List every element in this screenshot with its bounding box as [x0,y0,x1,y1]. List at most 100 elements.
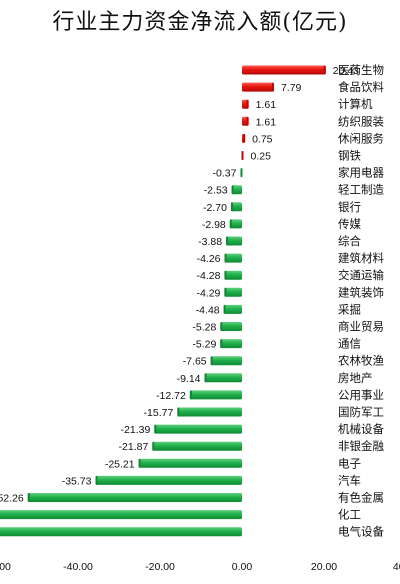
category-label-农林牧渔: 农林牧渔 [338,354,384,368]
x-tick-label-4: -20.00 [145,561,175,573]
value-label-交通运输: -4.28 [197,270,221,282]
bar-cap-通信 [220,339,223,349]
category-label-机械设备: 机械设备 [338,422,384,436]
value-label-休闲服务: 0.75 [252,133,273,145]
bar-cap-非银金融 [152,441,155,451]
bar-电气设备 [0,527,242,537]
bar-cap-轻工制造 [231,185,234,195]
value-label-农林牧渔: -7.65 [183,356,207,368]
value-label-纺织服装: 1.61 [256,116,277,128]
category-label-房地产: 房地产 [338,371,373,385]
bar-cap-电子 [138,458,141,468]
value-label-公用事业: -12.72 [156,390,186,402]
bar-银行 [230,202,242,212]
value-label-电子: -25.21 [105,458,135,470]
category-label-化工: 化工 [338,508,361,522]
category-label-采掘: 采掘 [338,302,361,316]
bar-有色金属 [27,493,243,502]
bar-食品饮料 [242,82,274,92]
bar-cap-建筑装饰 [224,287,227,297]
bar-cap-医药生物 [323,65,326,75]
bar-建筑材料 [224,253,242,263]
value-label-综合: -3.88 [198,236,222,248]
category-label-医药生物: 医药生物 [338,63,384,77]
bar-cap-纺织服装 [246,116,249,126]
value-label-机械设备: -21.39 [121,424,151,436]
bar-cap-银行 [230,202,233,212]
category-label-传媒: 传媒 [338,217,361,231]
bar-cap-交通运输 [224,270,227,280]
value-label-传媒: -2.98 [202,219,226,231]
value-label-家用电器: -0.37 [213,168,237,180]
bar-cap-休闲服务 [243,133,246,143]
bar-交通运输 [224,270,242,280]
category-label-计算机: 计算机 [338,97,373,111]
bar-公用事业 [189,390,242,400]
bar-国防军工 [177,407,242,417]
category-label-钢铁: 钢铁 [338,149,361,163]
bar-农林牧渔 [210,356,242,366]
category-label-食品饮料: 食品饮料 [338,80,384,94]
bar-建筑装饰 [224,287,242,297]
bar-汽车 [95,475,242,485]
category-label-通信: 通信 [338,337,361,351]
chart-title: 行业主力资金净流入额(亿元) [52,10,348,35]
category-label-建筑装饰: 建筑装饰 [338,285,384,299]
bar-cap-计算机 [246,99,249,109]
bar-商业贸易 [220,322,242,331]
category-label-汽车: 汽车 [338,473,361,487]
bar-cap-机械设备 [154,424,157,434]
value-label-轻工制造: -2.53 [204,185,228,197]
category-label-休闲服务: 休闲服务 [338,131,384,145]
bar-cap-建筑材料 [224,253,227,263]
bar-cap-有色金属 [27,493,30,502]
bar-传媒 [229,219,242,229]
bar-cap-汽车 [95,475,98,485]
category-label-银行: 银行 [338,200,361,214]
category-label-有色金属: 有色金属 [338,491,384,505]
category-label-交通运输: 交通运输 [338,268,384,282]
value-label-采掘: -4.48 [196,304,220,316]
bar-cap-采掘 [223,304,226,314]
value-label-通信: -5.29 [192,339,216,351]
category-label-国防军工: 国防军工 [338,405,384,419]
category-label-公用事业: 公用事业 [338,388,384,402]
value-label-医药生物: 20.43 [333,65,359,77]
value-label-汽车: -35.73 [62,475,92,487]
x-tick-label-7: 40.00 [393,561,400,573]
bar-cap-家用电器 [240,168,243,178]
bar-cap-商业贸易 [220,322,223,331]
bar-cap-公用事业 [189,390,192,400]
category-label-综合: 综合 [338,234,361,248]
x-tick-label-3: -40.00 [63,561,93,573]
value-label-建筑材料: -4.26 [197,253,221,265]
bar-cap-农林牧渔 [210,356,213,366]
bar-房地产 [204,373,242,383]
bar-电子 [138,458,242,468]
category-label-电气设备: 电气设备 [338,525,384,539]
value-label-建筑装饰: -4.29 [196,287,220,299]
value-label-国防军工: -15.77 [144,407,174,419]
category-label-电子: 电子 [338,456,361,470]
value-label-房地产: -9.14 [177,373,201,385]
x-tick-label-6: 20.00 [311,561,337,573]
bar-采掘 [223,304,242,314]
bar-化工 [0,510,242,520]
category-label-纺织服装: 纺织服装 [338,114,384,128]
category-label-轻工制造: 轻工制造 [338,183,384,197]
value-label-非银金融: -21.87 [119,441,149,453]
category-label-家用电器: 家用电器 [338,166,384,180]
x-tick-label-5: 0.00 [232,561,253,573]
value-label-计算机: 1.61 [256,99,277,111]
value-label-钢铁: 0.25 [251,151,272,163]
value-label-商业贸易: -5.28 [192,322,216,334]
category-label-商业贸易: 商业贸易 [338,320,384,334]
bar-通信 [220,339,242,349]
x-tick-label-2: -60.00 [0,561,11,573]
bar-cap-房地产 [204,373,207,383]
value-label-有色金属: -52.26 [0,493,24,505]
bar-cap-钢铁 [241,151,244,160]
bar-cap-食品饮料 [271,82,274,92]
